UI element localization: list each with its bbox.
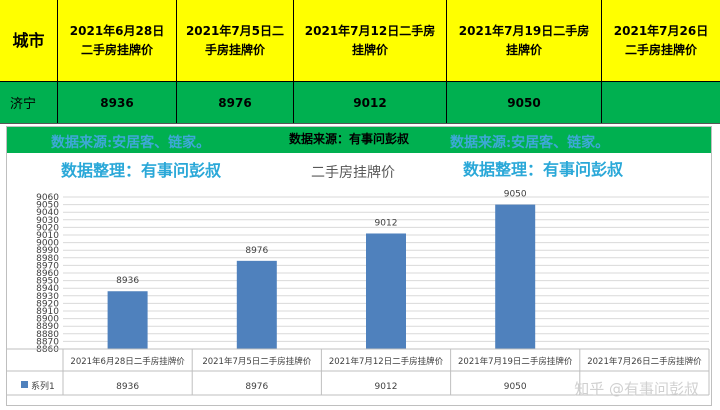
header-date-2: 2021年7月5日二手房挂牌价 (177, 0, 294, 81)
table-header-row: 城市 2021年6月28日二手房挂牌价 2021年7月5日二手房挂牌价 2021… (0, 0, 720, 82)
cell-price-2: 8976 (177, 82, 294, 123)
cell-price-3: 9012 (294, 82, 447, 123)
header-date-5: 2021年7月26日二手房挂牌价 (613, 23, 709, 57)
x-category-label: 2021年7月5日二手房挂牌价 (202, 356, 311, 367)
y-tick-label: 8990 (36, 246, 59, 256)
source-banner (7, 127, 711, 153)
y-tick-label: 9040 (36, 208, 59, 218)
table-value-label: 8976 (245, 382, 268, 392)
data-label: 8976 (245, 246, 268, 256)
y-tick-label: 8870 (36, 337, 59, 347)
y-tick-label: 8860 (36, 345, 59, 355)
legend-swatch (21, 381, 28, 388)
y-tick-label: 8900 (36, 315, 59, 325)
chart-panel: 数据来源:安居客、链家。 数据来源：有事问彭叔 数据来源:安居客、链家。 数据整… (6, 126, 712, 406)
y-tick-label: 8880 (36, 330, 59, 340)
y-tick-label: 9060 (36, 193, 59, 203)
cell-price-5 (602, 82, 720, 123)
data-label: 9012 (375, 218, 398, 228)
x-category-label: 2021年7月12日二手房挂牌价 (329, 356, 444, 367)
y-tick-label: 8910 (36, 307, 59, 317)
bar (107, 291, 148, 349)
header-date-4: 2021年7月19日二手房挂牌价 (447, 0, 602, 81)
bar (495, 204, 536, 349)
y-tick-label: 9000 (36, 239, 59, 249)
y-tick-label: 8960 (36, 269, 59, 279)
y-tick-label: 8940 (36, 284, 59, 294)
table-value-label: 8936 (116, 382, 139, 392)
y-tick-label: 9050 (36, 201, 59, 211)
x-category-label: 2021年6月28日二手房挂牌价 (70, 356, 185, 367)
y-tick-label: 8970 (36, 261, 59, 271)
y-tick-label: 8950 (36, 277, 59, 287)
data-label: 8936 (116, 276, 139, 286)
source-caption-left: 数据来源:安居客、链家。 (51, 135, 211, 151)
y-tick-label: 9020 (36, 223, 59, 233)
bar-chart: 8860887088808890890089108920893089408950… (7, 190, 710, 396)
y-tick-label: 8930 (36, 292, 59, 302)
y-tick-label: 8980 (36, 254, 59, 264)
organizer-caption-left: 数据整理：有事问彭叔 (61, 161, 222, 180)
table-value-label: 9050 (504, 382, 527, 392)
y-tick-label: 8890 (36, 322, 59, 332)
header-date-3: 2021年7月12日二手房挂牌价 (294, 0, 447, 81)
table-value-label: 9012 (375, 382, 398, 392)
data-label: 9050 (504, 190, 527, 200)
y-tick-label: 9030 (36, 216, 59, 226)
bar (236, 260, 277, 349)
cell-price-1: 8936 (58, 82, 177, 123)
header-city: 城市 (0, 0, 58, 81)
x-category-label: 2021年7月19日二手房挂牌价 (458, 356, 573, 367)
source-caption-center: 数据来源：有事问彭叔 (289, 132, 410, 146)
x-category-label: 2021年7月26日二手房挂牌价 (587, 356, 702, 367)
legend-label: 系列1 (31, 380, 55, 392)
cell-price-4: 9050 (447, 82, 602, 123)
bar (366, 233, 406, 349)
y-tick-label: 9010 (36, 231, 59, 241)
chart-title: 二手房挂牌价 (311, 165, 395, 181)
table-row: 济宁 8936 8976 9012 9050 (0, 82, 720, 124)
source-caption-right: 数据来源:安居客、链家。 (450, 135, 610, 151)
cell-city: 济宁 (0, 82, 58, 123)
watermark: 知乎 @有事问彭叔 (574, 380, 699, 398)
y-tick-label: 8920 (36, 299, 59, 309)
price-table: 城市 2021年6月28日二手房挂牌价 2021年7月5日二手房挂牌价 2021… (0, 0, 720, 124)
header-date-1: 2021年6月28日二手房挂牌价 (58, 0, 177, 81)
organizer-caption-right: 数据整理：有事问彭叔 (463, 160, 624, 179)
